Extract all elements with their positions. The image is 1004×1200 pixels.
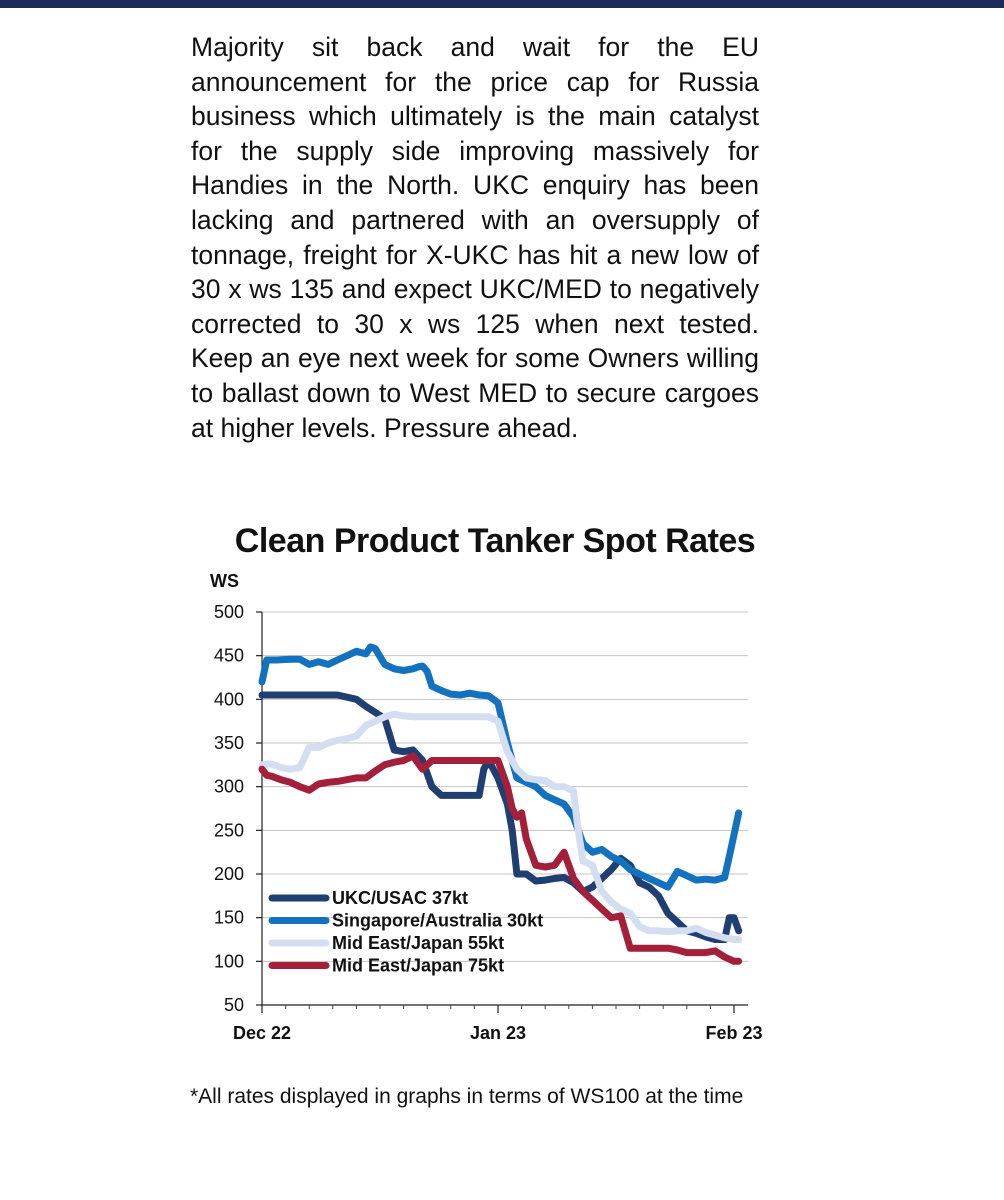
header-bar (0, 0, 1004, 8)
series-line-3 (258, 710, 743, 943)
legend-label-1: UKC/USAC 37kt (332, 888, 468, 908)
legend-label-4: Mid East/Japan 75kt (332, 956, 504, 976)
y-tick-label: 400 (214, 689, 244, 709)
report-paragraph: Majority sit back and wait for the EU an… (191, 32, 759, 443)
y-tick-label: 350 (214, 733, 244, 753)
series-line-4 (258, 752, 743, 965)
y-tick-label: 500 (214, 602, 244, 622)
x-tick-label: Dec 22 (233, 1023, 291, 1043)
spot-rates-chart: 50 100 150 200 250 300 350 400 450 500 WS Dec 22 Jan… (210, 571, 763, 1043)
footnote: *All rates displayed in graphs in terms … (190, 1085, 744, 1108)
y-tick-label: 200 (214, 864, 244, 884)
series-line-1 (258, 691, 743, 943)
y-tick-label: 250 (214, 820, 244, 840)
x-tick-label: Jan 23 (470, 1023, 526, 1043)
y-tick-label: 150 (214, 908, 244, 928)
y-tick-label: 100 (214, 951, 244, 971)
x-tick-label: Feb 23 (705, 1023, 762, 1043)
y-tick-label: 450 (214, 646, 244, 666)
legend-label-2: Singapore/Australia 30kt (332, 911, 543, 931)
y-tick-label: 300 (214, 777, 244, 797)
y-axis-label: WS (210, 571, 239, 591)
chart-series (258, 643, 743, 965)
chart-axes: 50 100 150 200 250 300 350 400 450 500 WS Dec 22 Jan… (210, 571, 763, 1043)
series-line-2 (258, 643, 743, 891)
y-tick-label: 50 (224, 995, 244, 1015)
legend-label-3: Mid East/Japan 55kt (332, 933, 504, 953)
chart-title: Clean Product Tanker Spot Rates (234, 522, 756, 560)
